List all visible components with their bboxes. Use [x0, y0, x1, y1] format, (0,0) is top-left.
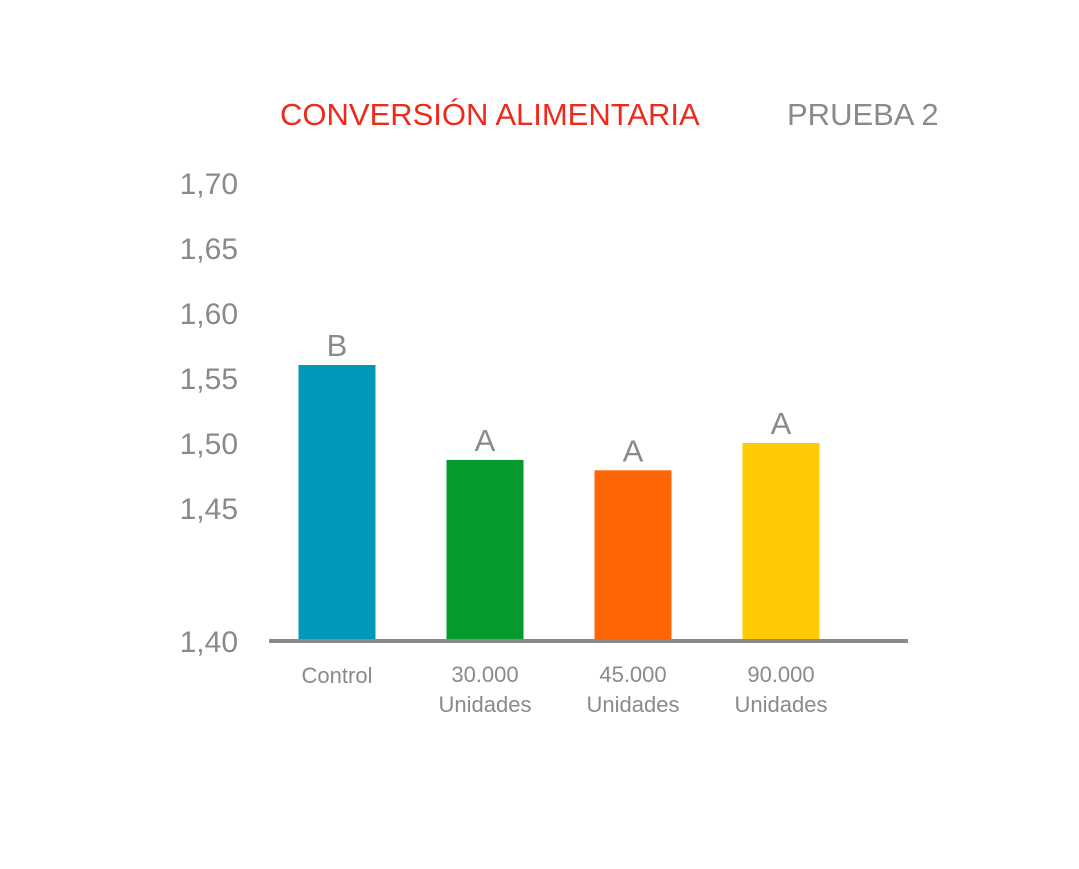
x-category-label: 30.000	[451, 662, 518, 687]
category-labels: Control 30.000 Unidades 45.000 Unidades 90.00…	[302, 662, 828, 717]
bar-significance-label: B	[327, 328, 348, 363]
x-category-label: Unidades	[587, 692, 680, 717]
y-tick-label: 1,65	[180, 233, 238, 266]
y-tick-label: 1,70	[180, 168, 238, 201]
bar	[594, 470, 672, 641]
y-tick-label: 1,45	[180, 493, 238, 526]
bar	[298, 365, 376, 641]
y-tick-label: 1,50	[180, 428, 238, 461]
y-tick-label: 1,40	[180, 626, 238, 659]
bar	[446, 459, 524, 641]
significance-labels: B A A A	[327, 328, 792, 468]
bar	[742, 443, 820, 641]
y-tick-label: 1,55	[180, 363, 238, 396]
x-category-label: Control	[302, 663, 373, 688]
x-category-label: 90.000	[747, 662, 814, 687]
chart-title: CONVERSIÓN ALIMENTARIA	[280, 97, 700, 132]
chart-subtitle: PRUEBA 2	[787, 97, 939, 132]
bar-significance-label: A	[771, 406, 792, 441]
y-tick-label: 1,60	[180, 298, 238, 331]
x-category-label: Unidades	[735, 692, 828, 717]
y-axis-tick-labels: 1,40 1,45 1,50 1,55 1,60 1,65 1,70	[180, 168, 238, 659]
bar-significance-label: A	[475, 423, 496, 458]
bars-group	[298, 365, 820, 641]
x-category-label: Unidades	[439, 692, 532, 717]
x-category-label: 45.000	[599, 662, 666, 687]
bar-significance-label: A	[623, 433, 644, 468]
